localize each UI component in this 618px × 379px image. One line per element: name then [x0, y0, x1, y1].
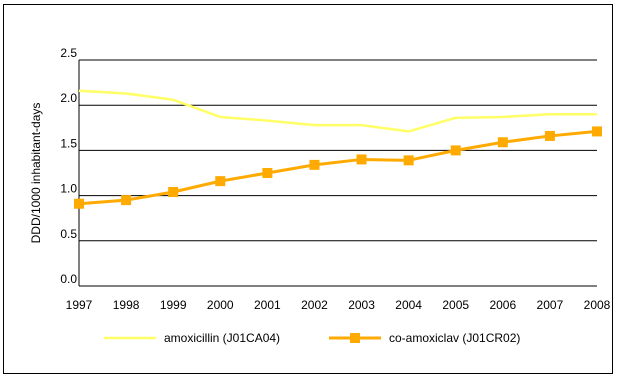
y-tick-label: 1.0	[60, 182, 77, 196]
data-point	[262, 168, 273, 178]
series-line-1	[78, 129, 598, 206]
data-point	[309, 159, 320, 170]
legend-label: co-amoxiclav (J01CR02)	[389, 331, 520, 345]
data-point	[403, 155, 414, 166]
x-tick-label: 2001	[254, 298, 281, 312]
series-line-0	[78, 89, 597, 133]
data-point	[544, 130, 555, 141]
data-point	[592, 126, 602, 137]
x-tick-label: 2002	[301, 298, 328, 312]
legend-label: amoxicillin (J01CA04)	[164, 331, 280, 345]
chart-frame: 0.0 0.5 1.0 1.5 2.0 2.5 1997 1998 1999 2000 2001 20…	[3, 4, 613, 374]
axes: 0.0 0.5 1.0 1.5 2.0 2.5 1997 1998 1999 2000 2001 20…	[60, 46, 610, 312]
y-tick-label: 0.5	[60, 227, 77, 241]
line-chart: 0.0 0.5 1.0 1.5 2.0 2.5 1997 1998 1999 2000 2001 20…	[29, 46, 611, 345]
x-tick-label: 2004	[395, 298, 422, 312]
legend: amoxicillin (J01CA04) co-amoxiclav (J01CR…	[104, 331, 520, 345]
data-point	[497, 137, 508, 148]
x-tick-label: 2003	[348, 298, 375, 312]
series-area	[74, 89, 602, 209]
data-point	[121, 195, 132, 206]
y-tick-label: 1.5	[60, 136, 77, 150]
x-tick-label: 1998	[113, 298, 140, 312]
y-tick-label: 2.5	[60, 46, 77, 60]
data-point	[215, 176, 226, 187]
x-tick-label: 1999	[160, 298, 187, 312]
data-point	[74, 198, 84, 209]
data-point	[450, 145, 461, 156]
x-tick-label: 2007	[537, 298, 564, 312]
x-tick-label: 1997	[66, 298, 93, 312]
data-point	[168, 186, 179, 197]
x-tick-label: 2008	[584, 298, 611, 312]
y-tick-label: 2.0	[60, 91, 77, 105]
y-axis-title: DDD/1000 inhabitant-days	[29, 103, 43, 244]
y-tick-label: 0.0	[60, 272, 77, 286]
x-tick-label: 2006	[489, 298, 516, 312]
gridlines	[79, 59, 597, 287]
x-tick-label: 2000	[207, 298, 234, 312]
data-point	[356, 154, 367, 165]
legend-marker	[350, 333, 360, 343]
x-tick-label: 2005	[442, 298, 469, 312]
